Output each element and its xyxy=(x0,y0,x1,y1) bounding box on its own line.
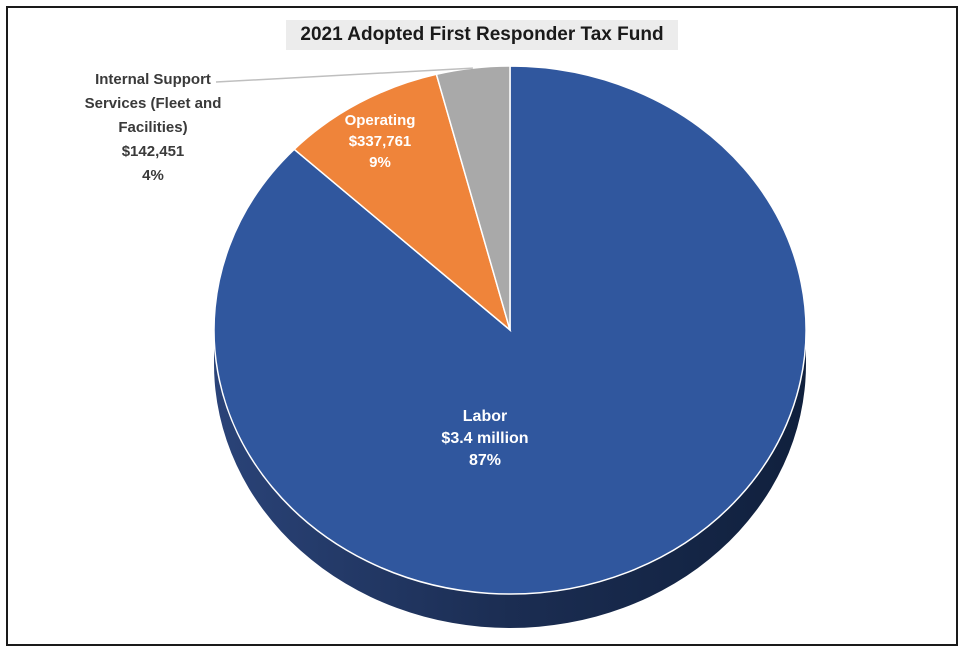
label-internal-percent: 4% xyxy=(142,167,164,184)
label-operating-value: $337,761 xyxy=(348,133,412,150)
label-operating-name: Operating xyxy=(344,112,416,129)
pie-chart xyxy=(213,65,807,628)
pie-slice-internal xyxy=(435,65,511,331)
label-internal-name-line3: Facilities) xyxy=(118,119,188,136)
label-labor: Labor $3.4 million 87% xyxy=(395,406,575,472)
label-operating: Operating $337,761 9% xyxy=(320,110,440,173)
label-labor-value: $3.4 million xyxy=(441,430,529,447)
label-internal-support: Internal Support Services (Fleet and Fac… xyxy=(58,68,248,188)
label-internal-name-line1: Internal Support xyxy=(95,71,211,88)
label-operating-percent: 9% xyxy=(369,154,391,171)
label-labor-name: Labor xyxy=(462,408,508,425)
label-labor-percent: 87% xyxy=(468,452,502,469)
label-internal-name-line2: Services (Fleet and xyxy=(84,95,222,112)
pie-slice-operating xyxy=(293,73,512,333)
leader-line-internal-support xyxy=(215,67,473,83)
chart-title: 2021 Adopted First Responder Tax Fund xyxy=(286,20,678,50)
label-internal-value: $142,451 xyxy=(121,143,185,160)
